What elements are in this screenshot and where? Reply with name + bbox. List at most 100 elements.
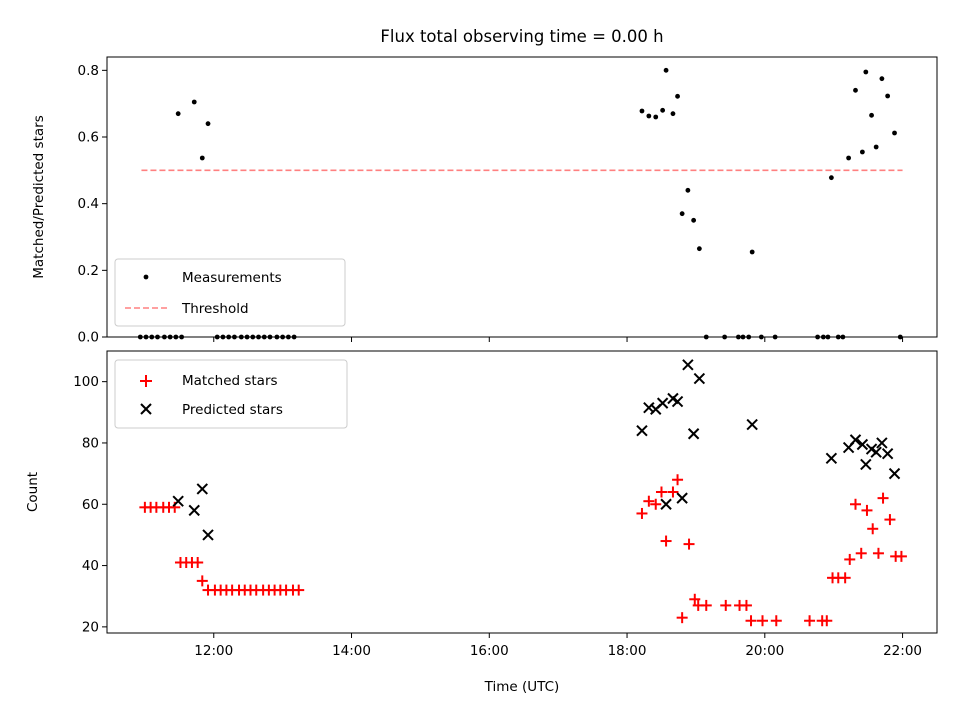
ratio-x-ticks — [213, 337, 904, 342]
legend-matched-marker — [140, 375, 152, 387]
ratio-y-ticks: 0.0 0.2 0.4 0.6 0.8 — [78, 63, 107, 346]
measurement-point — [828, 175, 834, 181]
predicted-stars-point — [656, 397, 669, 409]
predicted-stars-point — [849, 434, 862, 446]
matched-stars-point — [720, 599, 732, 611]
measurement-point — [892, 130, 897, 136]
y-tick-label: 0.0 — [78, 330, 99, 346]
ratio-plot-frame — [106, 56, 938, 338]
y-tick-label: 0.6 — [78, 130, 99, 146]
measurement-point — [873, 144, 879, 150]
matched-stars-point — [672, 474, 684, 486]
measurement-point — [639, 108, 645, 114]
measurement-point — [675, 93, 680, 99]
measurement-point — [863, 69, 869, 75]
y-tick-label: 100 — [73, 374, 99, 390]
matched-stars-point — [757, 615, 769, 627]
predicted-stars-point — [870, 446, 882, 458]
legend-predicted-label: Predicted stars — [182, 402, 283, 418]
predicted-stars-point — [671, 395, 684, 408]
y-tick-label: 20 — [82, 619, 99, 635]
matched-stars-point — [745, 615, 757, 627]
figure-title: Flux total observing time = 0.00 h — [380, 27, 663, 46]
predicted-stars-point — [825, 452, 838, 464]
matched-stars-point — [643, 495, 655, 507]
predicted-stars-point — [856, 438, 869, 451]
predicted-stars-point — [687, 428, 700, 440]
predicted-stars-point — [860, 458, 872, 471]
ratio-plot-area — [137, 67, 903, 340]
predicted-stars-point — [643, 401, 655, 414]
count-plot-frame — [106, 350, 938, 634]
ratio-legend-box — [114, 258, 346, 327]
measurement-point — [691, 217, 697, 223]
predicted-stars-point — [188, 504, 200, 517]
x-tick-label: 12:00 — [194, 643, 233, 659]
matched-stars-point — [636, 507, 648, 519]
predicted-stars-point — [196, 483, 208, 495]
matched-stars-point — [740, 599, 752, 611]
predicted-stars-point — [693, 372, 706, 385]
matched-stars-point — [849, 498, 861, 510]
x-tick-label: 14:00 — [332, 643, 371, 659]
matched-stars-point — [804, 615, 816, 627]
measurement-point — [853, 87, 858, 93]
matched-stars-point — [877, 492, 889, 504]
matched-stars-point — [689, 593, 701, 605]
matched-stars-point — [884, 514, 896, 526]
measurement-point — [679, 211, 685, 217]
legend-measurements-marker — [143, 274, 149, 280]
y-tick-label: 60 — [82, 497, 99, 513]
x-axis-label: Time (UTC) — [484, 679, 560, 695]
measurement-point — [846, 155, 852, 161]
count-x-ticks: 12:00 14:00 16:00 18:00 20:00 22:00 — [194, 633, 922, 659]
measurement-point — [653, 114, 659, 120]
count-legend-box — [114, 359, 348, 429]
matched-stars-point — [844, 553, 856, 565]
matched-stars-point — [872, 547, 884, 559]
predicted-stars-point — [888, 467, 901, 480]
predicted-stars-point — [881, 447, 894, 460]
measurement-point — [663, 67, 669, 73]
matched-stars-point — [700, 599, 712, 611]
matched-stars-point — [861, 504, 873, 516]
matched-stars-point — [667, 486, 679, 498]
matched-stars-point — [867, 523, 879, 535]
y-tick-label: 40 — [82, 558, 99, 574]
predicted-stars-point — [202, 529, 214, 541]
measurement-point — [199, 155, 205, 161]
x-tick-label: 20:00 — [745, 643, 784, 659]
measurement-point — [670, 111, 676, 117]
legend-predicted-marker — [140, 403, 152, 415]
measurement-point — [205, 121, 211, 127]
x-tick-label: 22:00 — [883, 643, 922, 659]
predicted-stars-point — [682, 359, 694, 371]
measurement-point — [191, 99, 197, 105]
count-y-axis-label: Count — [25, 472, 41, 512]
matched-stars-point — [855, 547, 867, 559]
predicted-stars-point — [876, 437, 888, 449]
predicted-stars-point — [660, 498, 672, 510]
matched-stars-point — [676, 612, 688, 624]
measurement-point — [646, 113, 652, 119]
y-tick-label: 0.8 — [78, 63, 99, 79]
count-legend: Matched stars Predicted stars — [114, 359, 348, 429]
ratio-legend: Measurements Threshold — [114, 258, 346, 327]
legend-threshold-label: Threshold — [181, 301, 249, 317]
ratio-y-axis-label: Matched/Predicted stars — [31, 115, 47, 278]
measurement-point — [175, 111, 181, 117]
count-plot-area — [139, 359, 907, 627]
predicted-stars-point — [676, 492, 688, 504]
matched-stars-point — [650, 498, 662, 510]
matched-stars-point — [770, 615, 782, 627]
matched-stars-point — [192, 557, 204, 568]
measurement-point — [660, 107, 666, 113]
matched-stars-point — [895, 550, 907, 562]
matched-stars-point — [660, 535, 672, 547]
count-y-ticks: 20 40 60 80 100 — [73, 374, 107, 635]
matched-stars-point — [655, 486, 667, 498]
predicted-stars-point — [172, 495, 184, 507]
predicted-stars-point — [746, 418, 758, 431]
measurement-point — [749, 249, 755, 255]
